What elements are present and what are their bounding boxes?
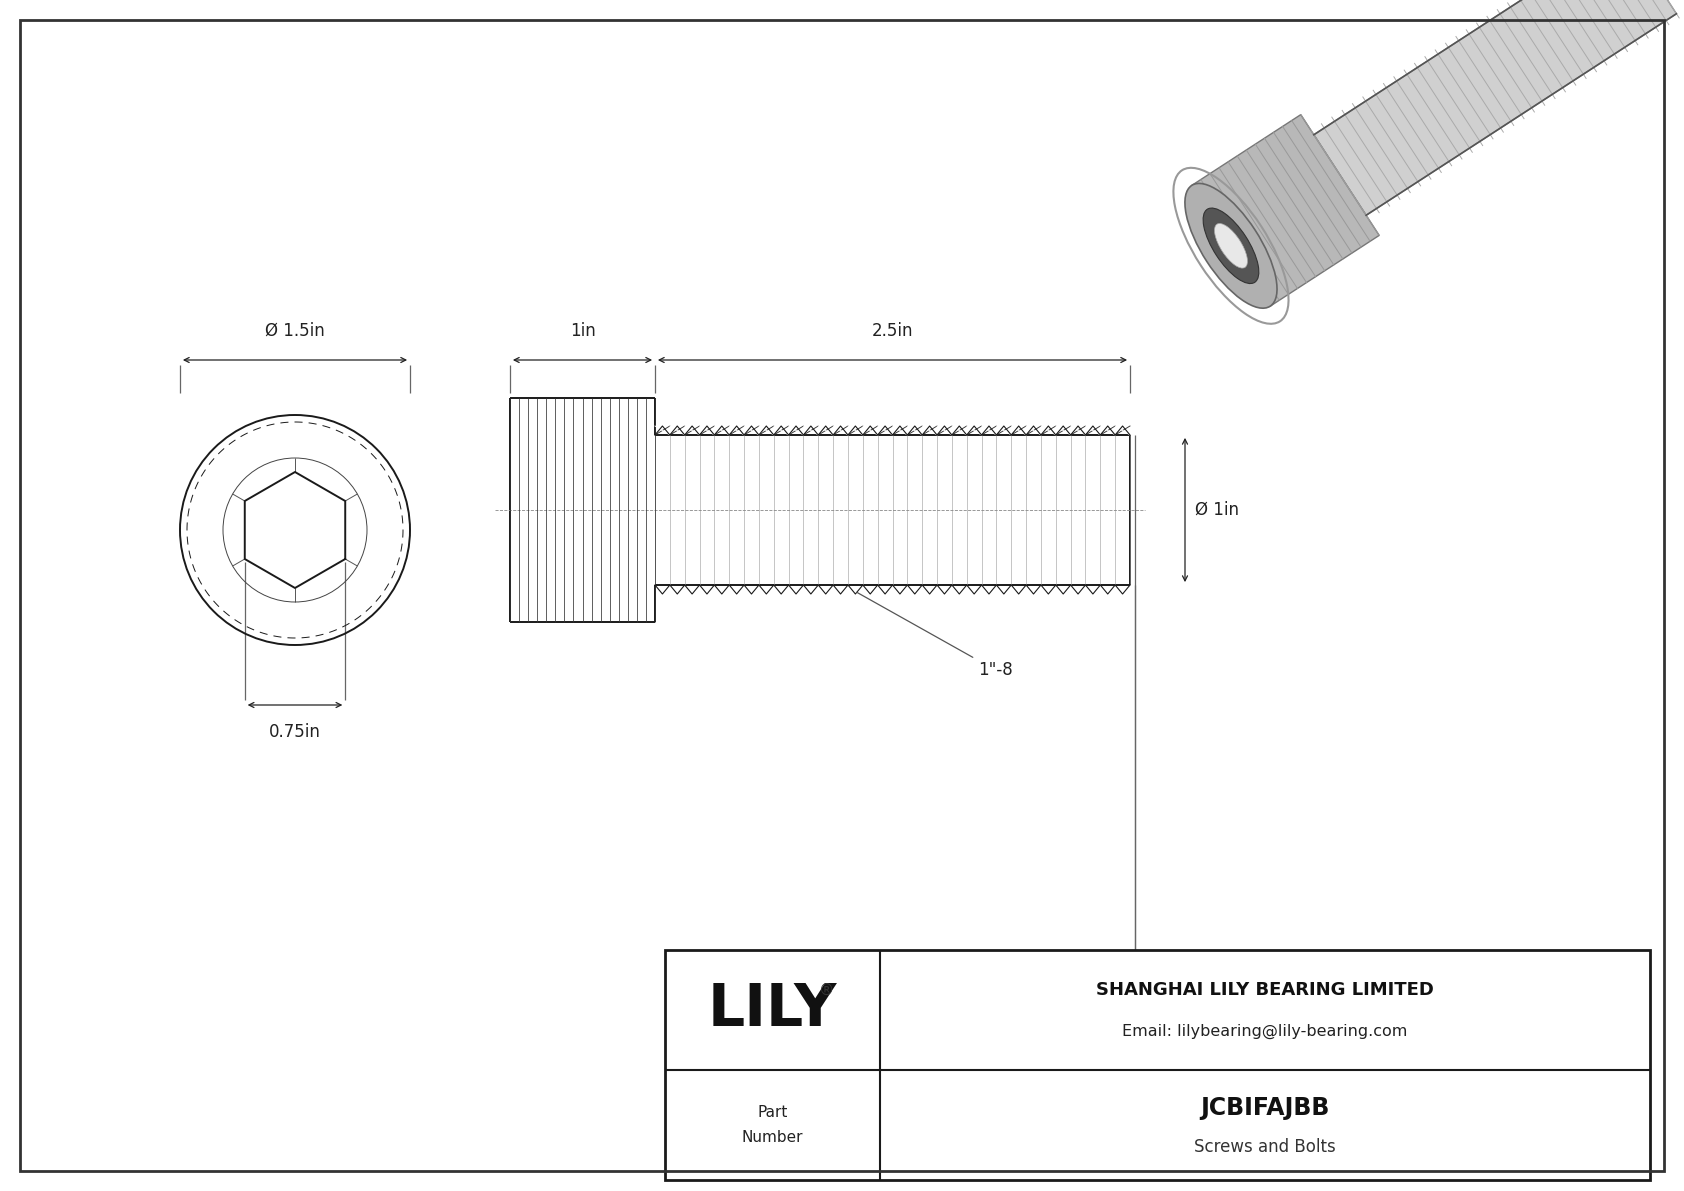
Ellipse shape [1214,224,1248,268]
Text: Ø 1in: Ø 1in [1196,501,1239,519]
Text: 1"-8: 1"-8 [857,592,1012,679]
Ellipse shape [1202,208,1260,283]
Text: Part
Number: Part Number [741,1105,803,1145]
Text: Ø 1.5in: Ø 1.5in [264,322,325,339]
Polygon shape [1314,0,1677,216]
Text: Email: lilybearing@lily-bearing.com: Email: lilybearing@lily-bearing.com [1122,1024,1408,1040]
Text: 2.5in: 2.5in [872,322,913,339]
Text: ®: ® [818,983,834,998]
Polygon shape [1192,114,1379,306]
Ellipse shape [1186,183,1276,308]
Bar [665,950,1650,1180]
Text: SHANGHAI LILY BEARING LIMITED: SHANGHAI LILY BEARING LIMITED [1096,980,1435,998]
Text: 1in: 1in [569,322,596,339]
Text: 0.75in: 0.75in [269,723,322,741]
Text: JCBIFAJBB: JCBIFAJBB [1201,1097,1330,1121]
Text: Screws and Bolts: Screws and Bolts [1194,1137,1335,1156]
Text: LILY: LILY [707,981,837,1039]
